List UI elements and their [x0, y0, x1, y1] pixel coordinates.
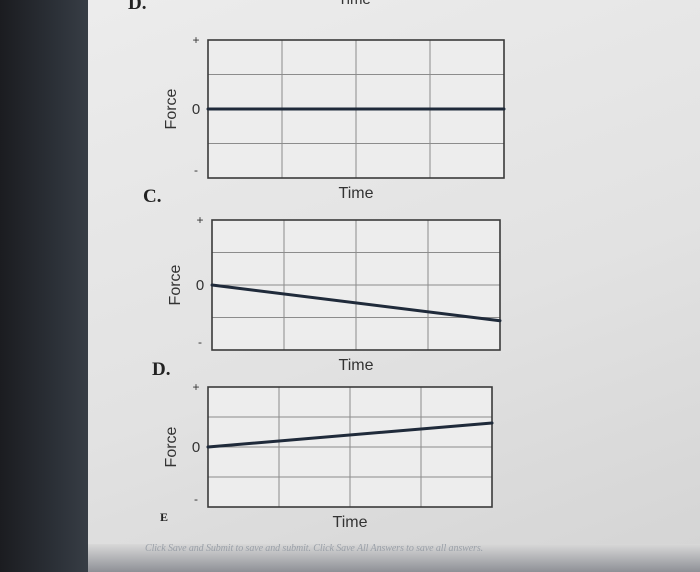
y-axis-label: Force [163, 88, 180, 129]
force-time-chart-2: +0 - Force Time [167, 213, 502, 374]
x-axis-label: Time [333, 514, 368, 531]
x-axis-label: Time [339, 357, 374, 374]
option-letter-top-cut: D. [128, 0, 147, 14]
screen-bezel [0, 0, 95, 572]
y-axis-label: Force [163, 426, 180, 467]
y-axis-label: Force [167, 264, 184, 305]
force-series-line [206, 421, 494, 449]
force-series-line [210, 283, 502, 323]
y-tick-label: - [194, 492, 198, 506]
y-tick-label: 0 [192, 101, 200, 118]
y-tick-label: + [192, 380, 199, 394]
footer-note: Click Save and Submit to save and submit… [145, 543, 484, 554]
option-letter-bottom-cut: E [160, 510, 169, 524]
y-tick-label: 0 [196, 277, 204, 294]
y-tick-label: + [196, 213, 203, 227]
option-letter-d: D. [152, 359, 171, 380]
force-time-chart-3: +0 - Force Time [163, 380, 494, 531]
y-tick-label: - [194, 163, 198, 177]
top-cut-time-label: Time [338, 0, 371, 8]
bottom-shadow [88, 544, 700, 572]
option-letter-c: C. [143, 186, 162, 207]
x-axis-label: Time [339, 185, 374, 202]
y-tick-label: 0 [192, 439, 200, 456]
y-tick-label: + [192, 33, 199, 47]
y-tick-label: - [198, 335, 202, 349]
force-time-chart-1: +0 - Force Time [163, 33, 506, 202]
